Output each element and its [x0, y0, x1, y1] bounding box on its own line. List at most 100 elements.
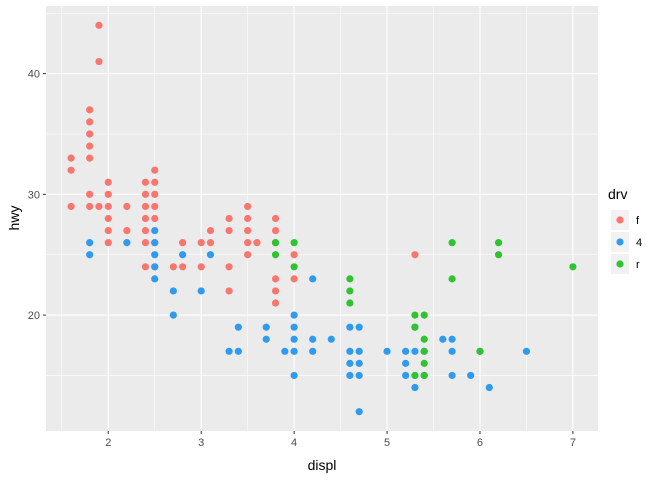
point-drv-f	[67, 154, 75, 162]
point-drv-4	[290, 347, 298, 355]
point-drv-f	[290, 275, 298, 283]
point-drv-f	[95, 202, 103, 211]
legend-label-f: f	[636, 215, 640, 227]
point-drv-f	[141, 178, 150, 186]
point-drv-f	[67, 166, 75, 174]
point-drv-f	[104, 239, 112, 247]
point-drv-4	[346, 323, 354, 331]
legend-title: drv	[608, 186, 627, 202]
point-drv-4	[467, 371, 475, 380]
point-drv-f	[123, 226, 131, 235]
point-drv-r	[411, 311, 419, 319]
point-drv-4	[355, 347, 363, 355]
point-drv-f	[67, 202, 75, 211]
point-drv-f	[95, 57, 103, 66]
point-drv-f	[151, 166, 159, 174]
point-drv-f	[141, 263, 150, 271]
point-drv-4	[86, 251, 94, 259]
point-drv-r	[420, 371, 428, 380]
point-drv-4	[346, 371, 354, 380]
point-drv-4	[346, 347, 354, 355]
point-drv-r	[494, 239, 503, 247]
x-axis-title: displ	[308, 457, 337, 473]
point-drv-4	[151, 263, 159, 271]
point-drv-r	[271, 251, 280, 259]
point-drv-4	[346, 359, 354, 367]
point-drv-4	[355, 359, 363, 367]
point-drv-r	[420, 359, 428, 367]
point-drv-f	[271, 287, 280, 295]
point-drv-4	[169, 311, 177, 319]
point-drv-4	[411, 347, 419, 355]
point-drv-f	[179, 239, 187, 247]
point-drv-f	[141, 226, 150, 235]
legend-key-4	[616, 238, 624, 246]
point-drv-f	[86, 154, 94, 162]
point-drv-r	[494, 251, 503, 259]
point-drv-f	[141, 239, 150, 247]
point-drv-4	[86, 239, 94, 247]
point-drv-r	[290, 239, 298, 247]
point-drv-f	[244, 214, 252, 223]
x-tick-label: 3	[198, 437, 204, 449]
point-drv-4	[206, 251, 215, 259]
point-drv-f	[225, 263, 233, 271]
point-drv-f	[411, 251, 419, 259]
point-drv-4	[448, 335, 456, 343]
point-drv-f	[271, 226, 280, 235]
y-axis: 20 30 40	[28, 69, 46, 322]
point-drv-r	[346, 275, 354, 283]
point-drv-r	[290, 263, 298, 271]
point-drv-4	[179, 251, 187, 259]
point-drv-4	[197, 287, 205, 295]
point-drv-f	[151, 190, 159, 198]
point-drv-4	[439, 335, 447, 343]
point-drv-4	[355, 371, 363, 380]
point-drv-4	[402, 371, 410, 380]
grid-minor	[46, 6, 598, 431]
point-drv-f	[225, 287, 233, 295]
point-drv-4	[402, 359, 410, 367]
x-axis: 2 3 4 5 6 7	[105, 431, 576, 449]
point-drv-4	[151, 226, 159, 235]
point-drv-4	[485, 383, 493, 392]
point-drv-f	[86, 202, 94, 211]
point-drv-f	[95, 21, 103, 29]
point-drv-f	[169, 263, 177, 271]
point-drv-f	[141, 202, 150, 211]
point-drv-f	[271, 275, 280, 283]
point-drv-4	[309, 347, 317, 355]
point-drv-r	[476, 347, 484, 355]
point-drv-f	[104, 214, 112, 223]
point-drv-f	[206, 226, 215, 235]
panel-background	[46, 6, 598, 431]
point-drv-f	[244, 251, 252, 259]
legend-key-r	[616, 260, 624, 268]
point-drv-4	[355, 323, 363, 331]
point-drv-4	[123, 239, 131, 247]
point-drv-r	[420, 311, 428, 319]
point-drv-4	[290, 323, 298, 331]
point-drv-4	[234, 323, 242, 331]
point-drv-f	[104, 178, 112, 186]
point-drv-r	[411, 323, 419, 331]
point-drv-4	[522, 347, 531, 355]
point-drv-f	[271, 299, 280, 307]
point-drv-f	[244, 202, 252, 211]
x-tick-label: 4	[291, 437, 297, 449]
x-tick-label: 7	[570, 437, 576, 449]
point-drv-f	[86, 142, 94, 150]
point-drv-f	[225, 226, 233, 235]
point-drv-f	[86, 118, 94, 126]
y-axis-title: hwy	[6, 206, 22, 231]
point-drv-4	[151, 239, 159, 247]
point-drv-4	[355, 408, 363, 416]
point-drv-4	[225, 347, 233, 355]
point-drv-r	[411, 371, 419, 380]
grid-major	[46, 6, 598, 431]
point-drv-f	[104, 226, 112, 235]
point-drv-f	[86, 106, 94, 114]
x-tick-label: 2	[105, 437, 111, 449]
point-drv-f	[123, 202, 131, 211]
point-drv-4	[290, 335, 298, 343]
